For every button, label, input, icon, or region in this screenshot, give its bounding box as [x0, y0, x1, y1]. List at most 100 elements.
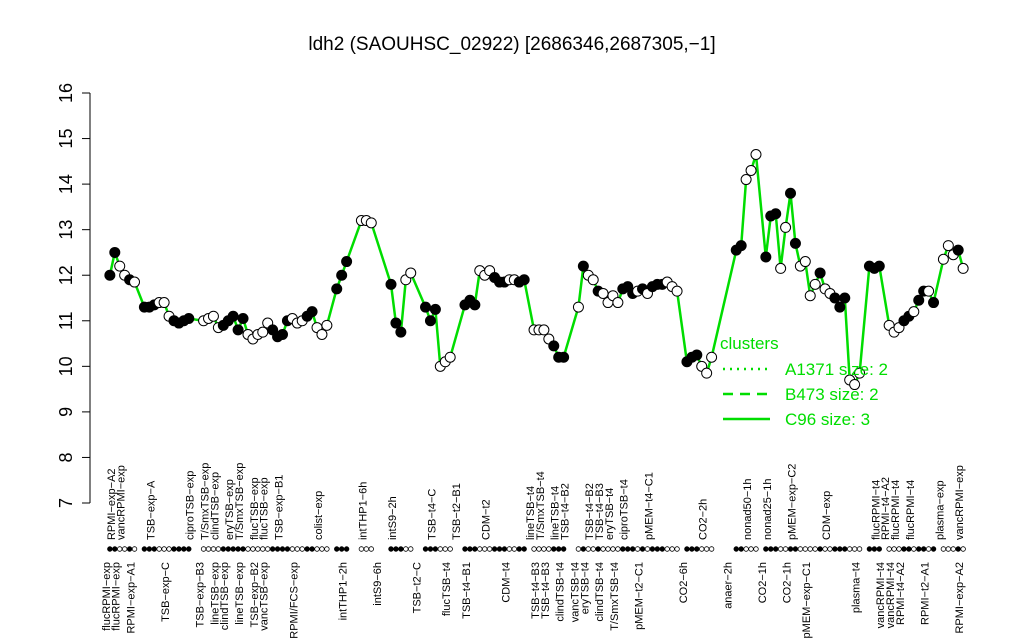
sample-dot [112, 546, 118, 552]
y-tick-label: 7 [56, 498, 76, 508]
point [942, 240, 954, 252]
legend-title: clusters [720, 334, 779, 353]
point [587, 274, 599, 286]
point [913, 294, 925, 306]
x-tick-label: T/SmxTSB−t4 [535, 471, 547, 540]
sample-dot [620, 546, 626, 552]
x-tick-label: RPMI−exp−A2 [106, 468, 118, 540]
sample-dot [319, 546, 325, 552]
x-tick-label: eryTSB−t4 [604, 488, 616, 540]
x-tick-label: eryTSB−exp [224, 479, 236, 540]
y-tick-label: 12 [56, 265, 76, 285]
point [104, 269, 116, 281]
sample-dot [467, 546, 473, 552]
x-tick-label: intS9−6h [372, 562, 384, 606]
x-tick-label: flucRPMI−t4 [870, 480, 882, 540]
x-tick-label: TSB−t4−B3 [594, 483, 606, 540]
point [775, 262, 787, 274]
legend-label: A1371 size: 2 [785, 360, 888, 379]
point [809, 278, 821, 290]
x-tick-label: TSB−t4−B3 [540, 562, 552, 619]
sample-dot [309, 546, 315, 552]
sample-dot [625, 546, 631, 552]
sample-dot [516, 546, 522, 552]
point [444, 351, 456, 363]
sample-dot [551, 546, 557, 552]
x-tick-label: TSB−t2−B1 [451, 483, 463, 540]
sample-dot [472, 546, 478, 552]
sample-dot [324, 546, 330, 552]
sample-dot [699, 546, 705, 552]
sample-dot [703, 546, 710, 552]
point [691, 349, 703, 361]
sample-dot [131, 546, 138, 552]
point [760, 251, 772, 263]
point [424, 315, 436, 327]
legend-label: B473 size: 2 [785, 385, 879, 404]
sample-dot [911, 546, 917, 552]
sample-dot [782, 546, 789, 552]
x-tick-label: clindTSB−t4 [594, 562, 606, 622]
sample-dot [161, 546, 167, 552]
x-tick-label: RPMI−exp−A1 [126, 562, 138, 634]
sample-dot [659, 546, 665, 552]
sample-dot [777, 546, 784, 552]
x-tick-label: intTHP1−2h [338, 562, 350, 620]
sample-dot [146, 546, 153, 552]
x-tick-label: nonad25−1h [762, 479, 774, 540]
sample-dot [664, 546, 670, 552]
sample-dot [107, 546, 113, 552]
sample-dot [171, 546, 177, 552]
point [558, 351, 570, 363]
sample-dot [447, 546, 453, 552]
x-tick-label: TSB−t4−B1 [461, 562, 473, 619]
sample-dot [422, 546, 429, 552]
sample-dot [600, 546, 606, 552]
point [923, 285, 935, 297]
x-tick-label: anaer−2h [722, 562, 734, 609]
x-tick-label: pMEM−t2−C1 [634, 562, 646, 630]
y-tick-label: 15 [56, 129, 76, 149]
sample-dot [289, 546, 296, 552]
x-tick-label: RPMI−t2−A1 [920, 562, 932, 625]
sample-dot [304, 546, 310, 552]
point [109, 246, 121, 258]
sample-dot [126, 546, 133, 552]
point [365, 217, 377, 229]
point [183, 313, 195, 324]
x-tick-label: RPMI−t4−A2 [895, 562, 907, 625]
sample-dot [916, 546, 922, 552]
sample-dot [891, 546, 897, 552]
point [849, 379, 861, 391]
sample-dot [408, 546, 414, 552]
sample-dot [235, 546, 241, 552]
sample-dot [886, 546, 892, 552]
sample-dot [590, 546, 596, 552]
point [829, 292, 841, 304]
sample-dot [748, 546, 754, 552]
sample-dot [866, 546, 873, 552]
point [390, 317, 402, 329]
sample-dot [186, 546, 192, 552]
y-tick-label: 10 [56, 356, 76, 376]
x-tick-label: lineTSB−t4 [550, 486, 562, 540]
sample-dot [269, 546, 276, 552]
sample-dot [141, 546, 148, 552]
point [237, 313, 249, 324]
sample-dot [654, 546, 661, 552]
x-tick-label: nonad50−1h [742, 479, 754, 540]
sample-dot [477, 546, 483, 552]
x-tick-label: ciproTSB−t4 [619, 479, 631, 540]
x-tick-label: T/SmxTSB−exp [200, 463, 212, 540]
x-tick-label: RPMI−t4−A2 [880, 477, 892, 540]
x-tick-label: lineTSB−exp [234, 562, 246, 625]
sample-dot [694, 546, 700, 552]
y-tick-label: 8 [56, 452, 76, 462]
point [577, 260, 589, 272]
sample-dot [925, 546, 932, 552]
point [257, 326, 269, 338]
point [518, 274, 530, 286]
sample-dot [255, 546, 261, 552]
sample-dot [117, 546, 123, 552]
